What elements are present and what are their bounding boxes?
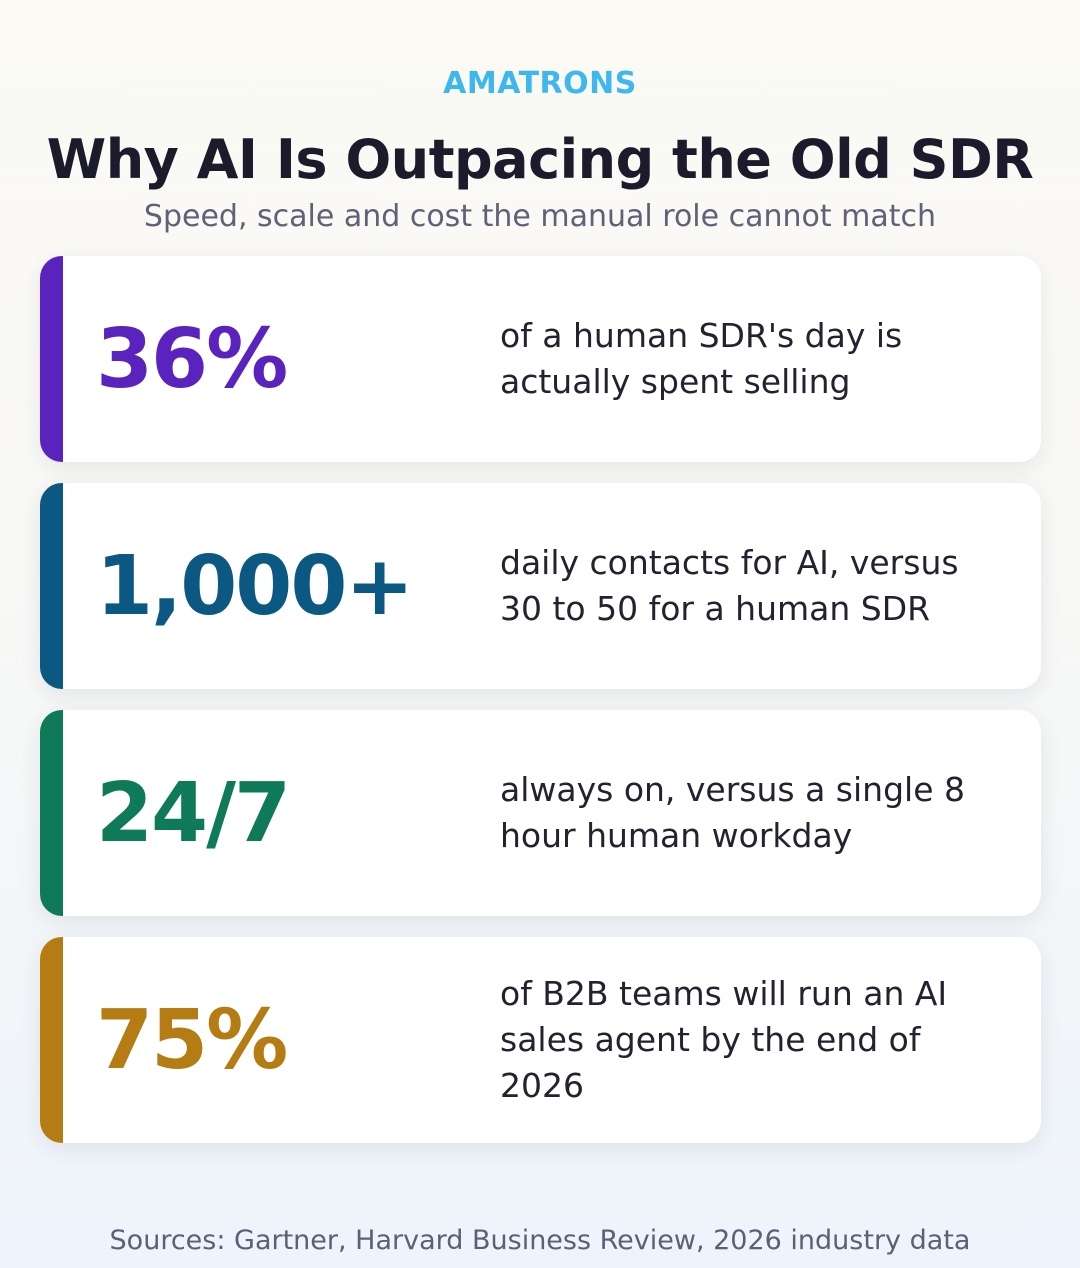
stat-description: daily contacts for AI, versus 30 to 50 f…	[500, 543, 959, 628]
stat-value: 24/7	[96, 765, 291, 861]
stat-card-selling-time: 36% of a human SDR's day is actually spe…	[40, 256, 1041, 462]
brand-name: AMATRONS	[443, 66, 637, 101]
stat-description: of B2B teams will run an AI sales agent …	[500, 974, 948, 1105]
card-accent-bar	[40, 256, 63, 462]
stat-description: always on, versus a single 8 hour human …	[500, 770, 965, 855]
page-title: Why AI Is Outpacing the Old SDR	[46, 128, 1034, 191]
stat-value: 1,000+	[96, 538, 414, 634]
page-subtitle: Speed, scale and cost the manual role ca…	[143, 199, 937, 234]
sources-footnote: Sources: Gartner, Harvard Business Revie…	[109, 1225, 971, 1256]
stat-card-ai-adoption: 75% of B2B teams will run an AI sales ag…	[40, 937, 1041, 1143]
stat-value: 75%	[96, 992, 288, 1088]
stat-card-daily-contacts: 1,000+ daily contacts for AI, versus 30 …	[40, 483, 1041, 689]
stat-value: 36%	[96, 311, 288, 407]
card-accent-bar	[40, 710, 63, 916]
stat-description: of a human SDR's day is actually spent s…	[500, 316, 903, 401]
card-accent-bar	[40, 937, 63, 1143]
card-accent-bar	[40, 483, 63, 689]
stat-card-always-on: 24/7 always on, versus a single 8 hour h…	[40, 710, 1041, 916]
